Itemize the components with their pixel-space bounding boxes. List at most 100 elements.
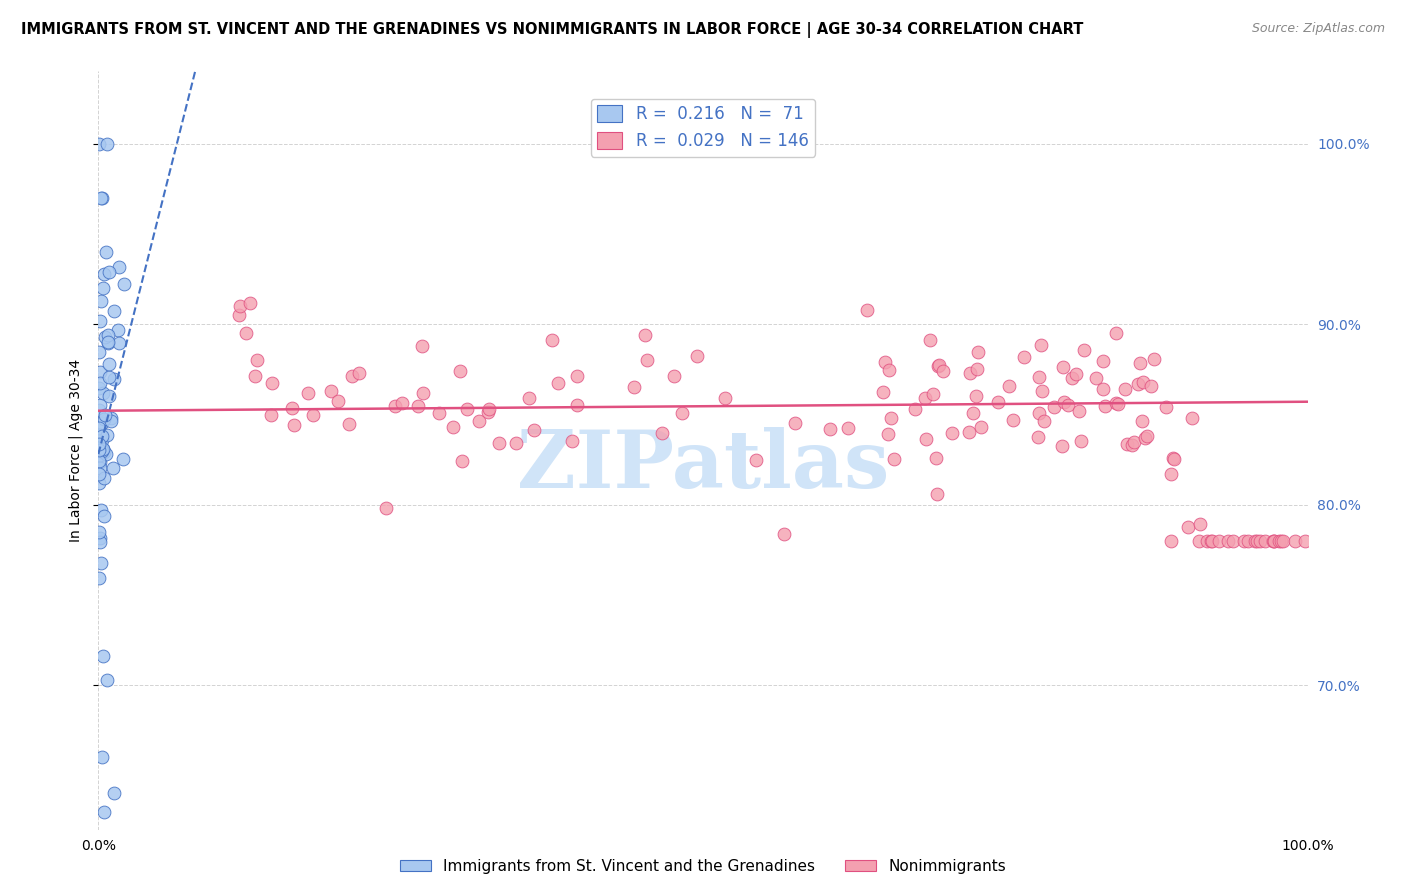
Point — [1201, 533, 1223, 548]
Point — [1132, 375, 1154, 389]
Point — [262, 376, 284, 391]
Point — [1028, 370, 1050, 384]
Point — [1222, 533, 1244, 548]
Point — [229, 299, 252, 313]
Point — [112, 277, 135, 291]
Point — [1261, 533, 1284, 548]
Point — [1123, 435, 1146, 450]
Point — [96, 136, 118, 151]
Point — [90, 445, 112, 459]
Point — [228, 308, 250, 322]
Point — [1233, 533, 1256, 548]
Point — [87, 420, 110, 434]
Point — [745, 452, 768, 467]
Legend: R =  0.216   N =  71, R =  0.029   N = 146: R = 0.216 N = 71, R = 0.029 N = 146 — [591, 99, 815, 157]
Point — [89, 455, 111, 469]
Point — [1043, 400, 1066, 414]
Point — [818, 422, 841, 436]
Point — [1028, 406, 1050, 420]
Point — [1160, 533, 1182, 548]
Point — [89, 460, 111, 475]
Point — [1062, 370, 1084, 384]
Point — [714, 391, 737, 405]
Point — [96, 673, 118, 687]
Point — [1271, 533, 1294, 548]
Point — [93, 805, 115, 819]
Point — [103, 787, 125, 801]
Point — [651, 425, 673, 440]
Point — [837, 420, 859, 434]
Point — [925, 450, 948, 465]
Point — [1084, 371, 1107, 385]
Point — [1057, 398, 1080, 412]
Point — [686, 349, 709, 363]
Point — [1254, 533, 1277, 548]
Point — [91, 442, 114, 456]
Point — [100, 411, 122, 425]
Point — [100, 414, 122, 428]
Point — [91, 750, 114, 764]
Point — [1105, 395, 1128, 409]
Point — [91, 442, 114, 456]
Point — [872, 384, 894, 399]
Point — [337, 417, 360, 432]
Point — [90, 293, 112, 308]
Point — [517, 392, 540, 406]
Point — [1268, 533, 1291, 548]
Point — [877, 427, 900, 442]
Point — [633, 328, 655, 343]
Point — [87, 443, 110, 458]
Point — [90, 191, 112, 205]
Point — [89, 448, 111, 462]
Point — [450, 454, 472, 468]
Point — [449, 364, 471, 378]
Point — [1284, 533, 1306, 548]
Point — [1133, 431, 1156, 445]
Point — [89, 314, 111, 328]
Point — [918, 333, 941, 347]
Point — [962, 406, 984, 420]
Point — [87, 437, 110, 451]
Point — [91, 429, 114, 443]
Point — [103, 372, 125, 386]
Point — [93, 411, 115, 425]
Point — [1177, 520, 1199, 534]
Point — [97, 335, 120, 350]
Point — [93, 444, 115, 458]
Point — [1033, 414, 1056, 428]
Point — [1029, 338, 1052, 352]
Point — [1130, 414, 1153, 428]
Point — [89, 398, 111, 412]
Point — [1001, 413, 1024, 427]
Point — [1064, 367, 1087, 381]
Point — [1263, 533, 1285, 548]
Point — [927, 359, 949, 373]
Point — [1104, 326, 1126, 340]
Point — [94, 244, 117, 259]
Point — [411, 339, 433, 353]
Point — [342, 368, 364, 383]
Point — [965, 389, 987, 403]
Point — [97, 388, 120, 402]
Point — [1208, 533, 1230, 548]
Point — [1237, 533, 1260, 548]
Point — [297, 385, 319, 400]
Point — [384, 399, 406, 413]
Point — [957, 425, 980, 439]
Point — [1197, 533, 1219, 548]
Y-axis label: In Labor Force | Age 30-34: In Labor Force | Age 30-34 — [69, 359, 83, 542]
Point — [468, 414, 491, 428]
Point — [873, 355, 896, 369]
Text: IMMIGRANTS FROM ST. VINCENT AND THE GRENADINES VS NONIMMIGRANTS IN LABOR FORCE |: IMMIGRANTS FROM ST. VINCENT AND THE GREN… — [21, 22, 1084, 38]
Point — [101, 460, 124, 475]
Point — [319, 384, 342, 398]
Point — [87, 454, 110, 468]
Point — [89, 381, 111, 395]
Point — [932, 364, 955, 378]
Text: Source: ZipAtlas.com: Source: ZipAtlas.com — [1251, 22, 1385, 36]
Point — [970, 419, 993, 434]
Point — [107, 260, 129, 274]
Point — [87, 438, 110, 452]
Point — [623, 380, 645, 394]
Point — [89, 376, 111, 391]
